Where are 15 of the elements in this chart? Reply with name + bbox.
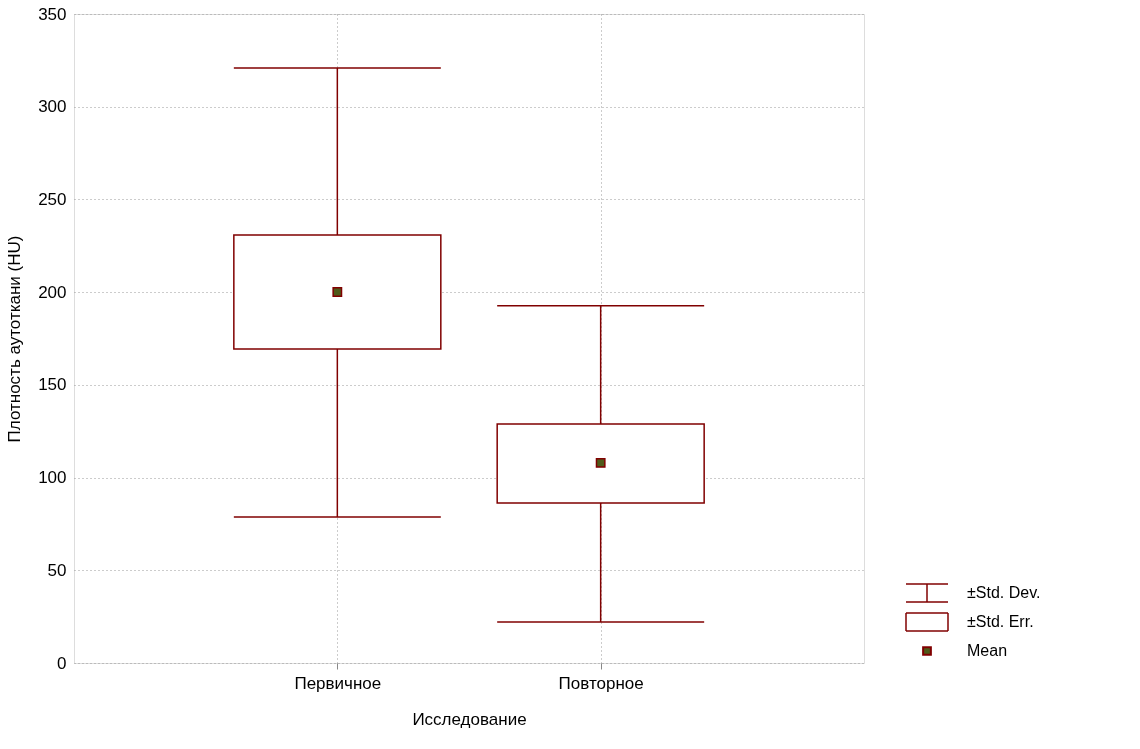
y-tick-label: 150 (38, 375, 67, 395)
y-tick-label: 50 (47, 560, 67, 580)
y-tick-label: 200 (38, 282, 67, 302)
text: ±Std. Err. (967, 613, 1034, 630)
x-axis-title: Исследование (412, 709, 527, 729)
y-tick-label: 0 (57, 653, 67, 673)
y-tick-label: 250 (38, 189, 67, 209)
text: ±Std. Dev. (967, 584, 1041, 601)
y-tick-label: 350 (38, 4, 67, 24)
y-axis-title: Плотность аутоткани (HU) (5, 235, 25, 443)
x-tick-label: Первичное (294, 673, 382, 693)
y-tick-label: 300 (38, 97, 67, 117)
y-tick-label: 100 (38, 468, 67, 488)
x-tick-label: Повторное (558, 673, 644, 693)
legend-label: Mean (967, 642, 1008, 659)
